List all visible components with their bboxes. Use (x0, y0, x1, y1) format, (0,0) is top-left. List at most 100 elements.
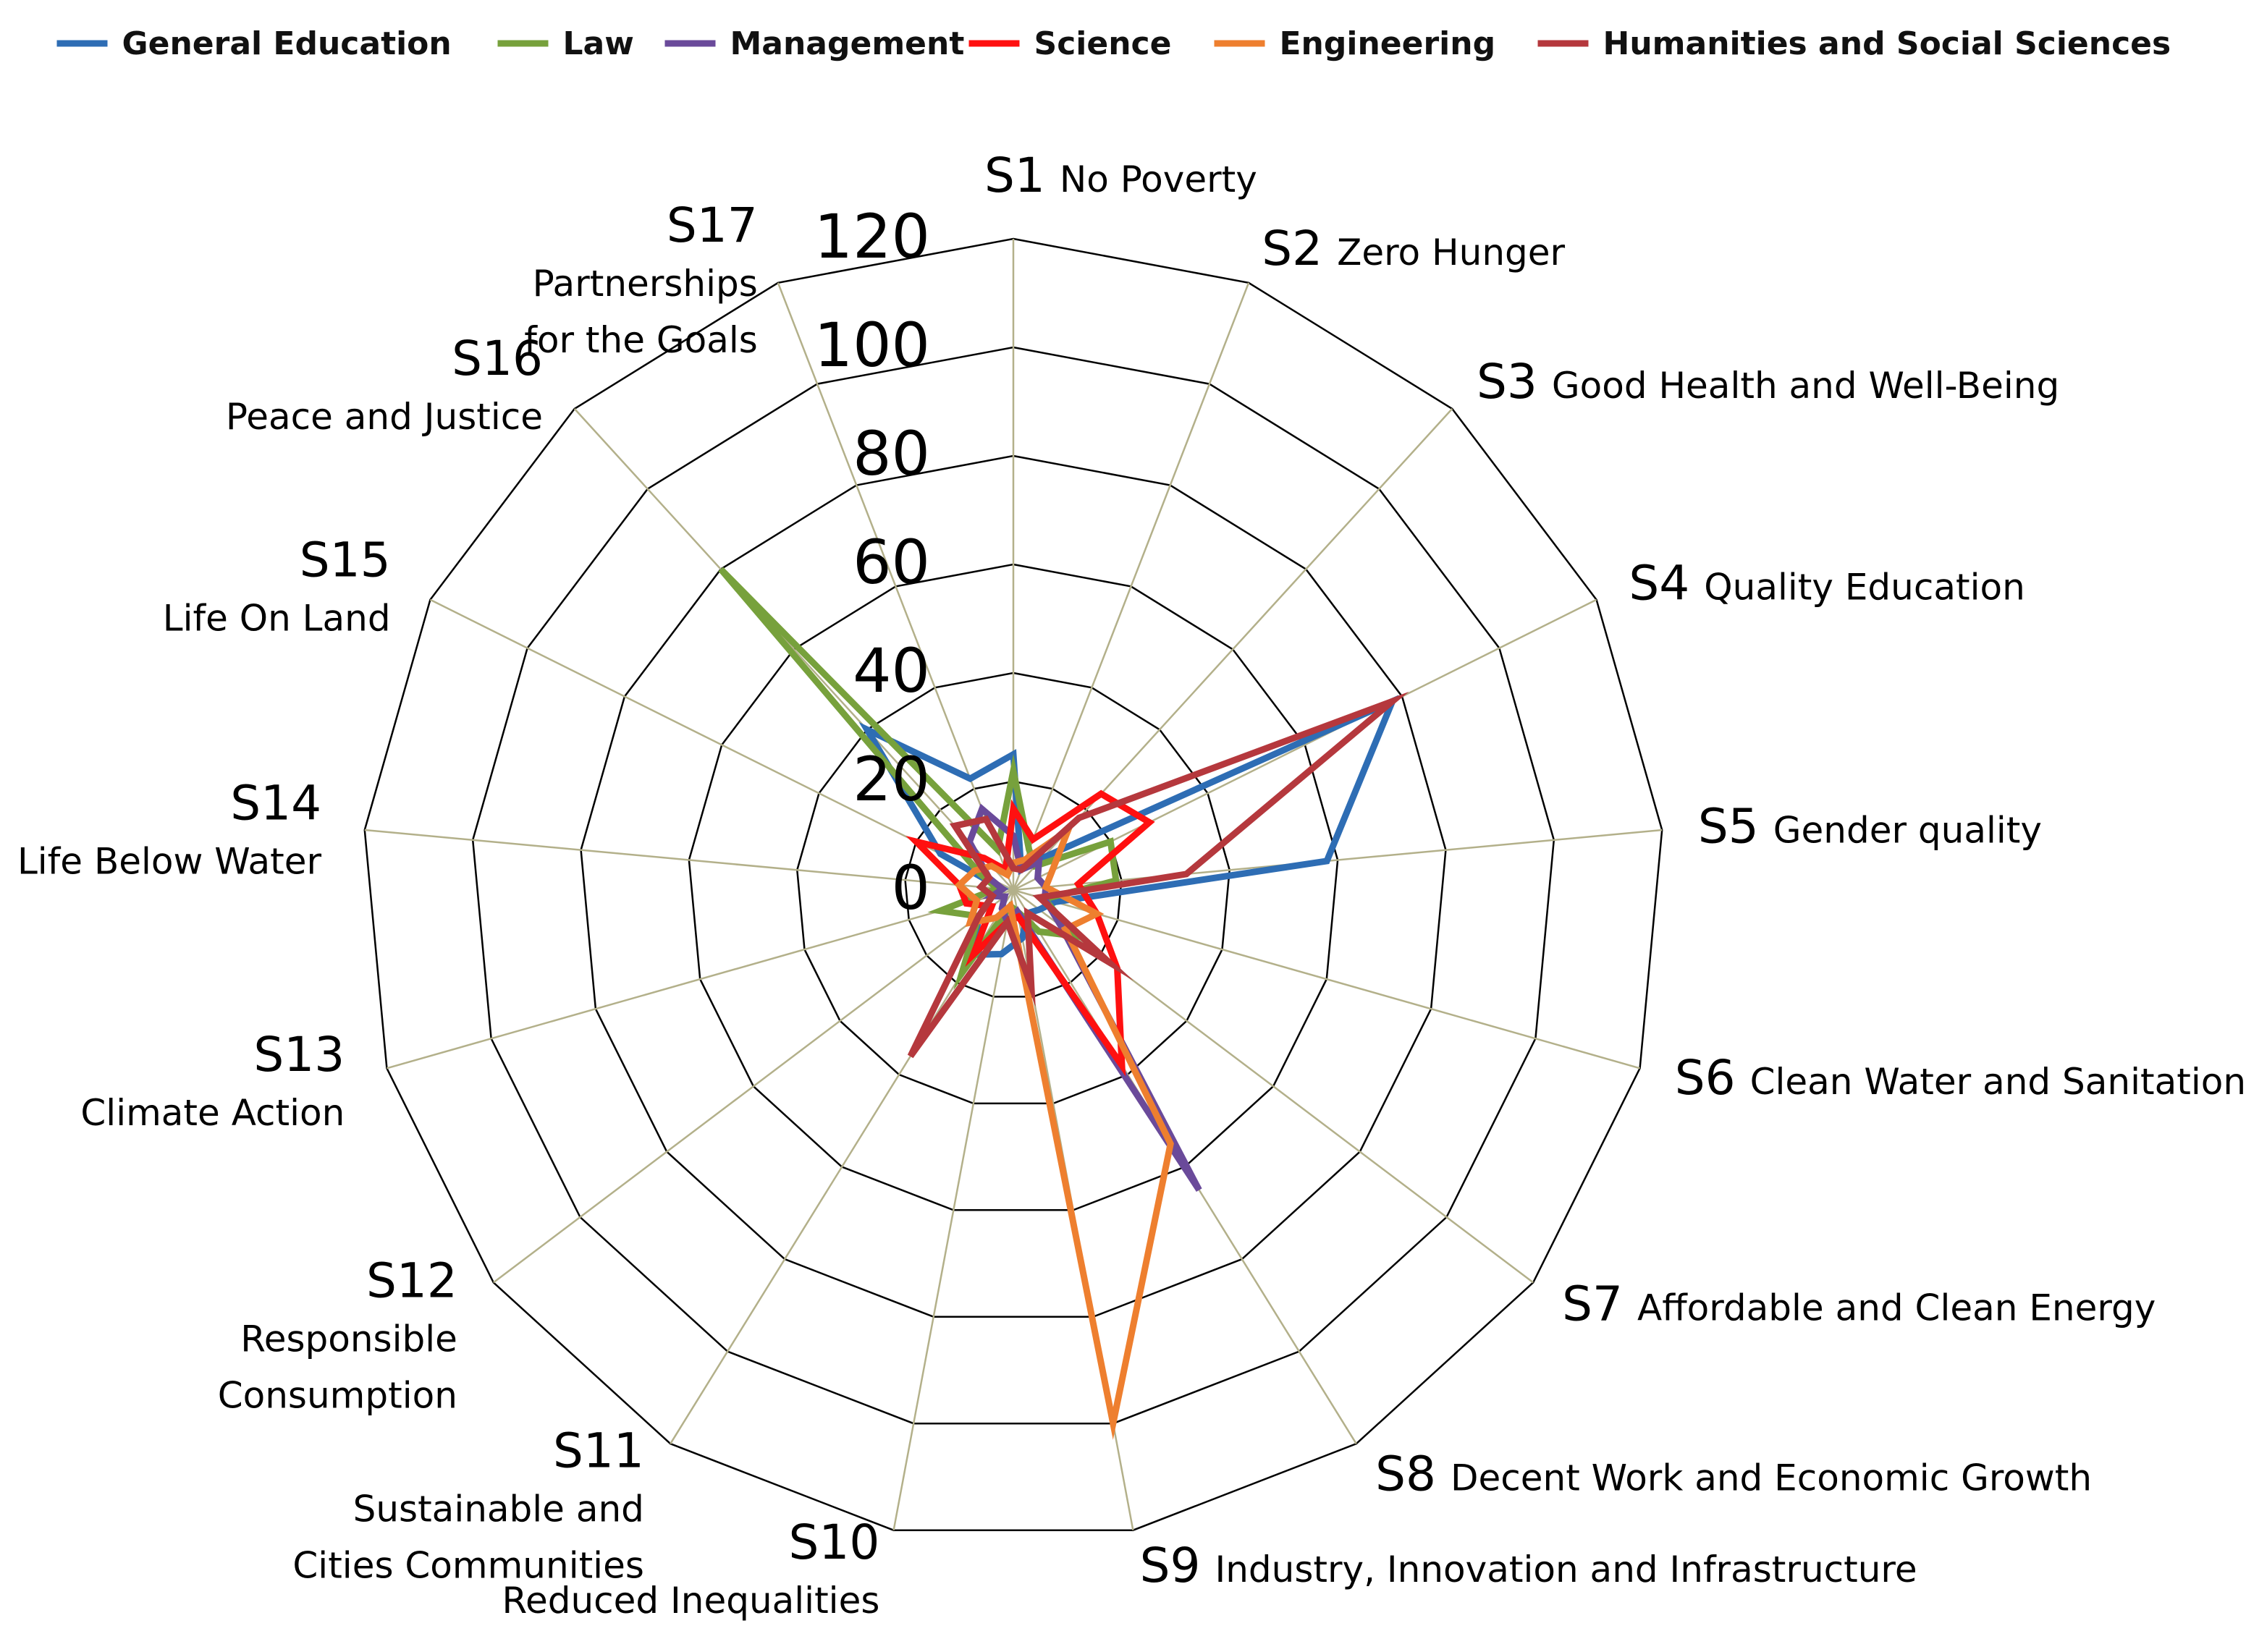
axis-label-s10: S10 Reduced Inequalities (502, 1515, 879, 1622)
axis-name: Partnerships for the Goals (524, 263, 758, 361)
axis-label-s14: S14 Life Below Water (17, 775, 322, 882)
axis-code: S9 (1140, 1538, 1201, 1593)
grid-spoke (1013, 889, 1640, 1069)
axis-label-s17: S17 Partnerships for the Goals (524, 198, 758, 361)
grid-ring (796, 672, 1230, 1105)
legend-label: Law (563, 25, 634, 62)
axis-code: S12 (366, 1253, 457, 1309)
tick-label: 60 (853, 527, 930, 598)
axis-name: Gender quality (1773, 809, 2042, 851)
axis-name: Reduced Inequalities (502, 1580, 879, 1622)
legend-item-engineering: Engineering (1214, 25, 1496, 62)
tick-label: 100 (814, 310, 930, 381)
axis-name: Life On Land (163, 598, 391, 640)
grid-spoke (364, 829, 1014, 891)
axis-label-s2: S2 Zero Hunger (1262, 221, 1565, 276)
axis-name: Clean Water and Sanitation (1750, 1061, 2246, 1103)
axis-name: Industry, Innovation and Infrastructure (1215, 1549, 1917, 1590)
grid-ring (471, 346, 1555, 1425)
axis-label-s7: S7 Affordable and Clean Energy (1562, 1276, 2156, 1332)
axis-code: S17 (667, 198, 758, 253)
tick-label: 120 (814, 201, 930, 272)
axis-code: S4 (1629, 556, 1689, 611)
legend-label: General Education (122, 25, 452, 62)
axis-name: Responsible Consumption (218, 1318, 457, 1417)
grid-spoke (777, 282, 1015, 891)
axis-label-s12: S12 Responsible Consumption (218, 1253, 457, 1417)
axis-label-s3: S3 Good Health and Well-Being (1477, 354, 2059, 410)
legend-item-law: Law (497, 25, 634, 62)
tick-label: 40 (853, 635, 930, 706)
axis-code: S1 (984, 148, 1045, 203)
radar-series (718, 567, 1409, 1440)
grid-ring (688, 563, 1339, 1211)
legend-label: Humanities and Social Sciences (1603, 25, 2171, 62)
grid-spoke (892, 889, 1015, 1530)
axis-name: Zero Hunger (1337, 232, 1565, 274)
grid-spoke (1012, 282, 1250, 891)
axis-label-s16: S16 Peace and Justice (226, 331, 543, 438)
legend-item-humanities-and-social-sciences: Humanities and Social Sciences (1537, 25, 2171, 62)
axis-code: S11 (553, 1423, 644, 1479)
grid-spoke (1013, 408, 1453, 891)
grid-ring (580, 454, 1447, 1318)
series-line-humanities-and-social-sciences (907, 691, 1409, 1059)
axis-name: Quality Education (1704, 567, 2025, 609)
axis-code: S2 (1262, 221, 1322, 276)
axis-label-s11: S11 Sustainable and Cities Communities (292, 1423, 644, 1587)
axis-label-s4: S4 Quality Education (1629, 556, 2025, 611)
axis-code: S13 (253, 1027, 345, 1083)
legend-label: Engineering (1280, 25, 1496, 62)
grid-spoke (1013, 829, 1663, 891)
tick-label: 80 (853, 418, 930, 489)
axis-code: S15 (300, 533, 391, 588)
axis-name: Sustainable and Cities Communities (292, 1488, 644, 1587)
grid-spoke (387, 889, 1014, 1069)
tick-label: 20 (853, 744, 930, 815)
axis-label-s13: S13 Climate Action (80, 1027, 345, 1134)
axis-name: Peace and Justice (226, 396, 543, 438)
legend-item-management: Management (664, 25, 965, 62)
legend-item-science: Science (968, 25, 1172, 62)
legend-label: Science (1034, 25, 1172, 62)
series-line-engineering (954, 821, 1174, 1440)
axis-code: S14 (230, 775, 321, 831)
axis-label-s1: S1 No Poverty (984, 148, 1257, 203)
axis-code: S7 (1562, 1276, 1623, 1332)
axis-code: S10 (789, 1515, 880, 1570)
axis-name: Climate Action (80, 1092, 345, 1134)
axis-label-s5: S5 Gender quality (1698, 798, 2042, 854)
axis-name: Life Below Water (17, 840, 322, 882)
grid-ring (363, 237, 1663, 1531)
series-line-general-education (858, 695, 1399, 958)
axis-code: S5 (1698, 798, 1759, 854)
grid-spoke (573, 408, 1014, 891)
radial-ticks: 0 20 40 60 80 100 120 (814, 201, 930, 923)
axis-label-s9: S9 Industry, Innovation and Infrastructur… (1140, 1538, 1917, 1593)
axis-name: Good Health and Well-Being (1552, 365, 2059, 407)
axis-label-s6: S6 Clean Water and Sanitation (1675, 1050, 2246, 1106)
axis-name: Decent Work and Economic Growth (1451, 1457, 2092, 1499)
legend-label: Management (730, 25, 965, 62)
legend: General Education Law Management Science Eng… (56, 25, 2171, 62)
axis-code: S3 (1477, 354, 1537, 410)
tick-label: 0 (892, 852, 930, 923)
radar-grid (363, 237, 1663, 1531)
grid-spoke (493, 889, 1014, 1284)
grid-ring (904, 780, 1123, 998)
legend-item-general-education: General Education (56, 25, 452, 62)
axis-label-s8: S8 Decent Work and Economic Growth (1375, 1446, 2092, 1502)
axis-code: S16 (452, 331, 543, 386)
